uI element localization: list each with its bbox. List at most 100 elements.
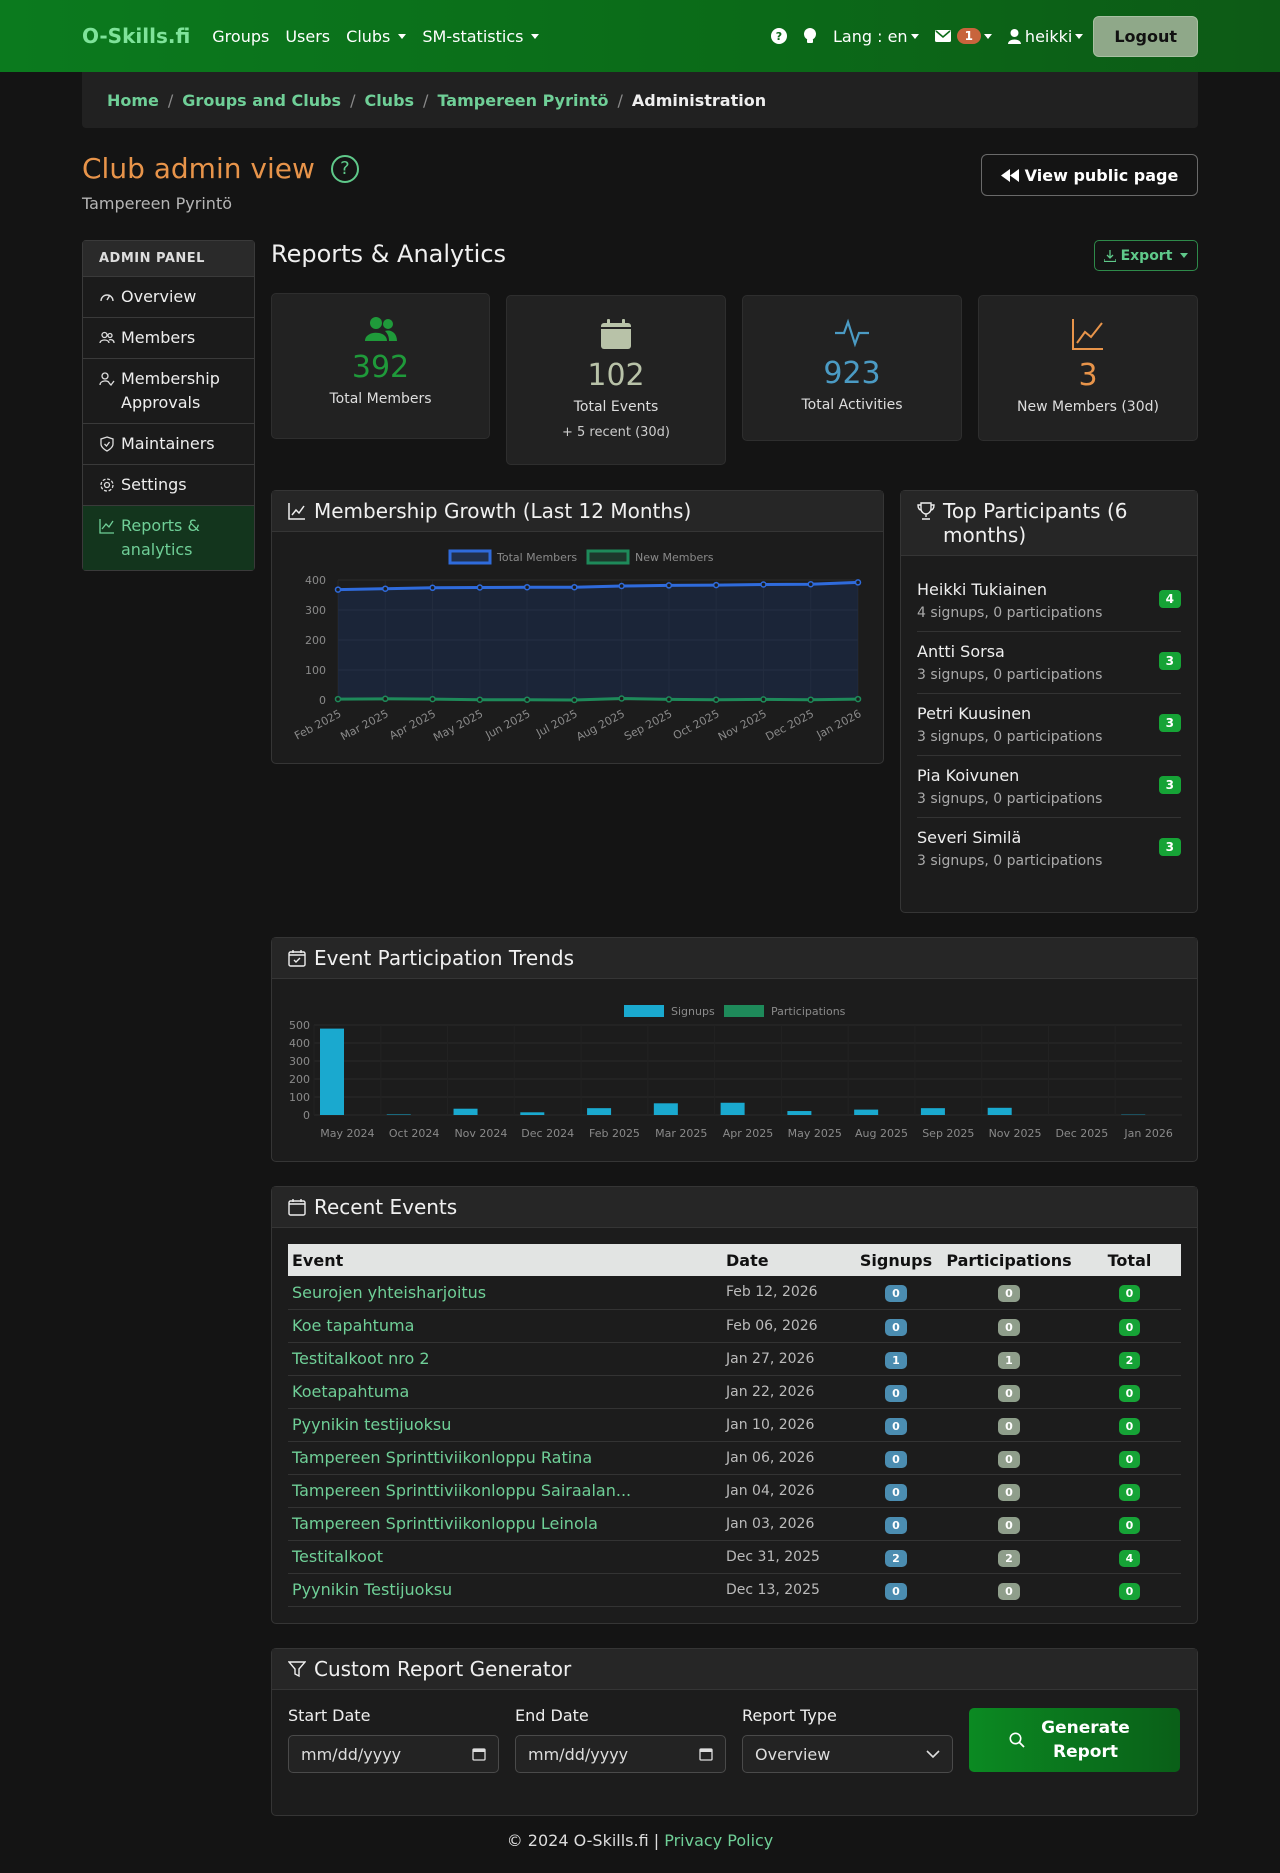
logout-button[interactable]: Logout	[1093, 15, 1198, 57]
column-header-date: Date	[722, 1244, 852, 1276]
participations-badge: 0	[998, 1483, 1020, 1501]
bar	[854, 1109, 879, 1115]
event-date-cell: Dec 31, 2025	[722, 1540, 852, 1574]
total-cell: 2	[1078, 1342, 1181, 1376]
event-name-cell: Koetapahtuma	[288, 1375, 722, 1409]
breadcrumb-current: Administration	[631, 90, 767, 110]
nav-clubs-dropdown[interactable]: Clubs	[346, 27, 407, 46]
sidebar-item-reports-analytics[interactable]: Reports & analytics	[83, 505, 254, 570]
messages-dropdown[interactable]: 1	[934, 28, 992, 44]
legend-label: Signups	[671, 1005, 715, 1018]
event-name-cell: Tampereen Sprinttiviikonloppu Leinola	[288, 1507, 722, 1541]
brand-logo[interactable]: O-Skills.fi	[82, 24, 191, 48]
x-tick-label: Dec 2025	[1055, 1127, 1108, 1140]
admin-sidebar: ADMIN PANEL Overview Members Membership …	[82, 240, 255, 571]
generate-report-label: Generate Report	[1041, 1718, 1130, 1762]
participations-cell: 0	[940, 1309, 1078, 1343]
question-circle-icon[interactable]: ?	[771, 28, 787, 44]
event-participation-chart: Signups Participations 500 400 300 200 100 0 May…	[289, 1005, 1182, 1140]
start-date-input[interactable]: mm/dd/yyyy	[288, 1735, 499, 1773]
event-link[interactable]: Koe tapahtuma	[292, 1316, 415, 1335]
sidebar-item-maintainers[interactable]: Maintainers	[83, 423, 254, 464]
event-date-cell: Jan 03, 2026	[722, 1507, 852, 1541]
event-date-cell: Feb 12, 2026	[722, 1276, 852, 1310]
panel-title: Membership Growth (Last 12 Months)	[314, 499, 692, 523]
event-link[interactable]: Pyynikin testijuoksu	[292, 1415, 452, 1434]
sidebar-item-label: Overview	[121, 287, 197, 306]
chevron-down-icon	[1075, 33, 1084, 39]
signups-badge: 0	[885, 1582, 907, 1600]
table-header-row: Event Date Signups Participations Total	[288, 1244, 1181, 1276]
table-row: Pyynikin Testijuoksu Dec 13, 2025 0 0 0	[288, 1573, 1181, 1607]
event-link[interactable]: Tampereen Sprinttiviikonloppu Ratina	[292, 1448, 593, 1467]
sidebar-item-overview[interactable]: Overview	[83, 276, 254, 317]
breadcrumb-home[interactable]: Home	[107, 90, 159, 110]
language-dropdown[interactable]: Lang : en	[833, 27, 919, 46]
event-link[interactable]: Tampereen Sprinttiviikonloppu Sairaalan.…	[292, 1481, 632, 1500]
nav-groups[interactable]: Groups	[212, 26, 270, 46]
speedometer-icon	[100, 294, 114, 302]
data-point	[854, 695, 862, 703]
table-row: Tampereen Sprinttiviikonloppu Sairaalan.…	[288, 1474, 1181, 1508]
data-point	[429, 695, 436, 703]
participations-cell: 0	[940, 1408, 1078, 1442]
sidebar-heading: ADMIN PANEL	[83, 241, 254, 276]
event-link[interactable]: Seurojen yhteisharjoitus	[292, 1282, 487, 1302]
signups-cell: 1	[852, 1342, 940, 1376]
privacy-policy-link[interactable]: Privacy Policy	[664, 1831, 774, 1850]
user-dropdown[interactable]: heikki	[1007, 27, 1084, 46]
event-date-cell: Jan 06, 2026	[722, 1441, 852, 1475]
sidebar-item-members[interactable]: Members	[83, 317, 254, 358]
stat-sub: + 5 recent (30d)	[561, 425, 671, 440]
participations-cell: 0	[940, 1507, 1078, 1541]
stat-card-total-members: 392 Total Members	[271, 293, 490, 439]
data-point	[665, 582, 673, 589]
participant-count-badge: 3	[1158, 776, 1181, 794]
signups-badge: 0	[885, 1516, 907, 1534]
x-tick-label: Aug 2025	[574, 707, 627, 743]
total-cell: 0	[1078, 1375, 1181, 1409]
total-cell: 0	[1078, 1573, 1181, 1607]
nav-users[interactable]: Users	[285, 26, 331, 46]
panel-title: Event Participation Trends	[314, 946, 575, 970]
event-link[interactable]: Testitalkoot nro 2	[292, 1349, 430, 1368]
sidebar-item-settings[interactable]: Settings	[83, 464, 254, 505]
x-tick-label: Mar 2025	[655, 1127, 707, 1140]
participant-count-badge: 3	[1158, 652, 1181, 670]
x-tick-label: Mar 2025	[338, 707, 390, 743]
signups-cell: 0	[852, 1408, 940, 1442]
generate-report-button[interactable]: Generate Report	[969, 1708, 1180, 1772]
help-icon[interactable]: ?	[330, 154, 359, 183]
data-point	[334, 586, 342, 593]
breadcrumb-club[interactable]: Tampereen Pyrintö	[437, 90, 609, 110]
event-link[interactable]: Koetapahtuma	[292, 1382, 410, 1401]
signups-badge: 2	[885, 1549, 907, 1567]
report-type-select[interactable]: Overview	[742, 1735, 953, 1773]
event-name-cell: Testitalkoot nro 2	[288, 1342, 722, 1376]
signups-cell: 0	[852, 1507, 940, 1541]
event-link[interactable]: Tampereen Sprinttiviikonloppu Leinola	[292, 1514, 598, 1533]
nav-sm-statistics-dropdown[interactable]: SM-statistics	[422, 27, 540, 46]
x-tick-label: May 2025	[431, 707, 485, 744]
sidebar-item-membership-approvals[interactable]: Membership Approvals	[83, 358, 254, 423]
lightbulb-icon[interactable]	[803, 27, 817, 45]
report-type-group: Report Type Overview	[742, 1706, 953, 1773]
view-public-page-button[interactable]: View public page	[981, 154, 1198, 196]
event-date-cell: Dec 13, 2025	[722, 1573, 852, 1607]
end-date-input[interactable]: mm/dd/yyyy	[515, 1735, 726, 1773]
event-link[interactable]: Pyynikin Testijuoksu	[292, 1580, 453, 1599]
breadcrumb-clubs[interactable]: Clubs	[364, 90, 415, 110]
signups-cell: 0	[852, 1573, 940, 1607]
total-badge: 2	[1118, 1351, 1141, 1369]
data-point	[712, 581, 720, 589]
export-dropdown-button[interactable]: Export	[1094, 240, 1198, 271]
breadcrumb-groups-and-clubs[interactable]: Groups and Clubs	[182, 90, 342, 110]
x-tick-label: Dec 2025	[763, 707, 816, 743]
event-link[interactable]: Testitalkoot	[292, 1547, 384, 1566]
x-tick-label: Feb 2025	[589, 1127, 640, 1140]
participations-cell: 0	[940, 1276, 1078, 1310]
total-badge: 0	[1118, 1384, 1141, 1402]
bar	[720, 1102, 745, 1115]
navbar-right: ? Lang : en 1 heikki Logout	[755, 0, 1198, 72]
column-header-total: Total	[1078, 1244, 1181, 1276]
